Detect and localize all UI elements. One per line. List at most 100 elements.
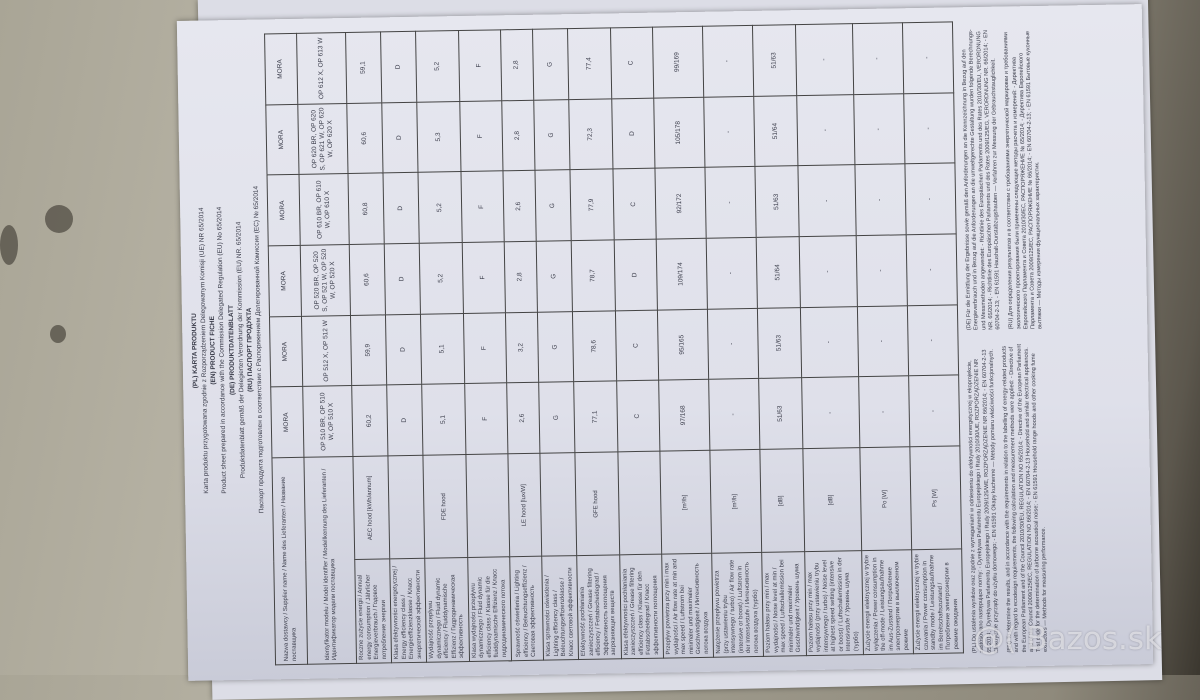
- row-label: Roczne zużycie energii / Annual energy c…: [354, 559, 392, 664]
- wood-knot: [0, 225, 18, 265]
- unit-cell: [617, 451, 662, 556]
- unit-cell: [465, 453, 510, 558]
- value-cell: G: [534, 170, 572, 242]
- value-cell: -: [799, 306, 859, 378]
- supplier-cell: MORA: [267, 174, 301, 246]
- value-cell: -: [902, 21, 954, 94]
- supplier-cell: MORA: [268, 245, 302, 317]
- value-cell: 77,1: [573, 381, 618, 453]
- value-cell: -: [906, 233, 958, 306]
- notes: (PL) Do ustalenia wyników oraz zgodnie z…: [961, 20, 1057, 653]
- value-cell: 5,2: [415, 30, 460, 103]
- value-cell: 95/165: [657, 308, 709, 381]
- row-label: Identyfikator modelu / Model identifier …: [303, 456, 357, 665]
- row-label: Efektywność pochłaniania zanieczyszczeń …: [576, 555, 622, 660]
- value-cell: 2,8: [500, 29, 534, 101]
- value-cell: 60,6: [349, 243, 386, 316]
- note-de: (DE) Für die Ermittlung der Ergebnisse s…: [961, 29, 1002, 331]
- row-label: Klasa wydajności przepływu dynamicznego …: [467, 557, 512, 662]
- row-label: Sprawność oświetlenia / Lighting efficie…: [509, 556, 544, 661]
- value-cell: -: [796, 94, 855, 167]
- supplier-cell: MORA: [265, 104, 300, 176]
- value-cell: -: [798, 235, 858, 308]
- value-cell: 60,6: [346, 102, 384, 174]
- value-cell: 5,3: [416, 101, 461, 173]
- value-cell: -: [708, 378, 760, 451]
- value-cell: C: [612, 168, 657, 240]
- value-cell: 72,3: [568, 98, 613, 171]
- value-cell: C: [610, 27, 654, 99]
- row-label: Nazwa dostawcy / Supplier name / Name de…: [271, 457, 308, 665]
- value-cell: D: [383, 172, 420, 244]
- value-cell: 2,8: [501, 99, 535, 172]
- value-cell: -: [903, 92, 955, 165]
- value-cell: 51/63: [752, 24, 797, 97]
- unit-cell: LE hood [lux/W]: [507, 453, 542, 558]
- value-cell: 3,2: [505, 311, 539, 384]
- value-cell: 59,1: [345, 31, 382, 104]
- value-cell: 2,8: [504, 241, 538, 313]
- value-cell: 78,7: [571, 239, 615, 312]
- value-cell: -: [801, 376, 860, 449]
- value-cell: 51/63: [757, 307, 802, 379]
- value-cell: -: [703, 96, 755, 168]
- value-cell: D: [381, 102, 418, 174]
- watermark-logo: @( Bazos.sk: [973, 621, 1162, 657]
- note-ru: (RU) Для определения результатов и в соо…: [1003, 30, 1044, 330]
- value-cell: F: [458, 29, 502, 102]
- value-cell: -: [907, 304, 959, 377]
- value-cell: F: [460, 171, 505, 243]
- value-cell: G: [537, 311, 574, 383]
- value-cell: -: [856, 234, 908, 307]
- supplier-cell: MORA: [269, 316, 303, 388]
- value-cell: -: [794, 23, 854, 96]
- note-pl: (PL) Do ustalenia wyników oraz zgodnie z…: [966, 348, 1000, 654]
- row-label: Poziom hałasu przy min / max wydajności …: [804, 551, 864, 656]
- value-cell: 77,4: [567, 27, 612, 100]
- value-cell: -: [858, 376, 910, 448]
- value-cell: -: [702, 25, 754, 98]
- value-cell: -: [853, 93, 905, 166]
- value-cell: 5,2: [417, 171, 462, 244]
- row-label: Zużycie energii elektrycznej w trybie cz…: [911, 549, 964, 654]
- value-cell: -: [857, 305, 909, 377]
- value-cell: C: [616, 380, 660, 452]
- value-cell: 60,2: [351, 385, 388, 457]
- value-cell: C: [614, 309, 659, 382]
- product-table: Nazwa dostawcy / Supplier name / Name de…: [264, 21, 964, 665]
- value-cell: G: [538, 381, 575, 454]
- value-cell: D: [380, 31, 417, 103]
- value-cell: 92/172: [654, 167, 707, 240]
- model-cell: OP 512 X, OP 512 W: [301, 315, 352, 387]
- value-cell: 5,2: [419, 242, 463, 314]
- value-cell: F: [461, 241, 506, 314]
- value-cell: G: [532, 28, 569, 100]
- document-title: (PL) KARTA PRODUKTU Karta produktu przyg…: [186, 34, 269, 667]
- product-fiche-document: (PL) KARTA PRODUKTU Karta produktu przyg…: [176, 4, 1154, 681]
- unit-cell: [m³/h]: [709, 449, 762, 554]
- row-label: Poziom hałasu przy min / max wydajności …: [761, 552, 806, 657]
- note-en: (EN) To determine the results, and in ac…: [1001, 343, 1050, 653]
- value-cell: -: [706, 237, 758, 309]
- value-cell: -: [904, 163, 957, 235]
- value-cell: D: [611, 97, 655, 170]
- model-cell: OP 612 X, OP 613 W: [296, 32, 347, 105]
- unit-cell: Ps [W]: [909, 445, 962, 551]
- value-cell: D: [385, 313, 422, 386]
- model-cell: OP 620 BR, OP 620 S, OP 621 W, OP 620 W,…: [297, 103, 349, 175]
- wood-knot: [50, 325, 66, 343]
- value-cell: 51/64: [753, 95, 798, 167]
- unit-cell: [539, 452, 577, 557]
- value-cell: -: [852, 22, 904, 95]
- value-cell: 77,9: [569, 169, 614, 241]
- value-cell: -: [797, 165, 857, 237]
- value-cell: 5,1: [421, 383, 466, 456]
- model-cell: OP 520 BR, OP 520 S, OP 521 W, OP 520 W,…: [300, 244, 351, 317]
- value-cell: 51/63: [754, 166, 799, 238]
- unit-cell: Po [W]: [859, 446, 912, 552]
- value-cell: 99/169: [652, 26, 704, 98]
- wood-knot: [45, 205, 73, 233]
- value-cell: F: [464, 383, 508, 455]
- supplier-cell: MORA: [264, 33, 298, 105]
- value-cell: 2,6: [506, 382, 540, 454]
